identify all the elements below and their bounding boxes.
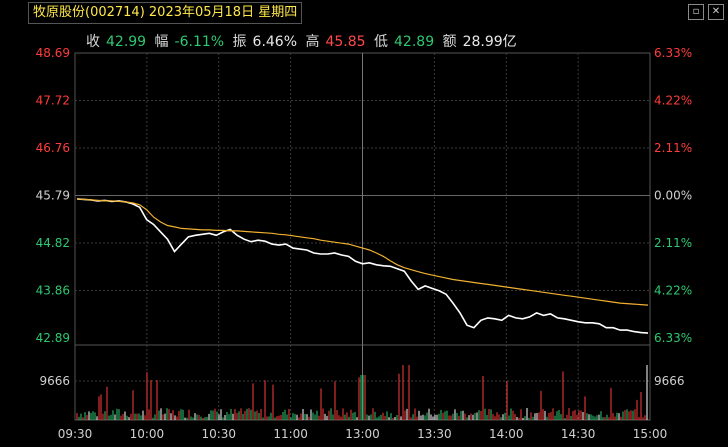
time-tick-label: 11:00 <box>273 427 308 441</box>
amplitude-label: 振 <box>232 34 247 50</box>
close-value: 42.99 <box>106 34 147 50</box>
price-tick-label: 47.72 <box>36 94 70 108</box>
restore-icon[interactable]: ▫ <box>688 4 704 20</box>
price-line <box>76 198 649 334</box>
time-tick-label: 14:30 <box>561 427 596 441</box>
low-value: 42.89 <box>394 34 435 50</box>
price-tick-label: 42.89 <box>36 331 70 345</box>
volume-tick-label: 9666 <box>39 374 70 388</box>
pct-tick-label: 6.33% <box>654 46 692 60</box>
price-tick-label: 44.82 <box>36 236 70 250</box>
quote-bar: 收 42.99 幅 -6.11% 振 6.46% 高 45.85 低 42.89 额 28.… <box>86 31 521 51</box>
volume-tick-label: 9666 <box>654 374 685 388</box>
high-value: 45.85 <box>325 34 366 50</box>
amplitude-value: 6.46% <box>252 34 298 50</box>
chart-title: 牧原股份(002714) 2023年05月18日 星期四 <box>28 2 303 24</box>
price-tick-label: 43.86 <box>36 284 70 298</box>
amount-value: 28.99亿 <box>462 34 517 50</box>
high-label: 高 <box>305 34 320 50</box>
time-tick-label: 15:00 <box>633 427 668 441</box>
time-tick-label: 10:30 <box>201 427 236 441</box>
change-label: 幅 <box>154 34 169 50</box>
change-value: -6.11% <box>174 34 225 50</box>
pct-tick-label: 2.11% <box>654 236 692 250</box>
close-icon[interactable]: ✕ <box>708 4 724 20</box>
pct-tick-label: 4.22% <box>654 284 692 298</box>
time-tick-label: 13:30 <box>417 427 452 441</box>
pct-tick-label: 4.22% <box>654 94 692 108</box>
price-tick-label: 48.69 <box>36 46 70 60</box>
pct-tick-label: 6.33% <box>654 331 692 345</box>
time-tick-label: 09:30 <box>58 427 93 441</box>
time-tick-label: 13:00 <box>345 427 380 441</box>
pct-tick-label: 2.11% <box>654 141 692 155</box>
average-price-line <box>76 198 649 306</box>
price-tick-label: 45.79 <box>36 189 70 203</box>
price-tick-label: 46.76 <box>36 141 70 155</box>
time-tick-label: 14:00 <box>489 427 524 441</box>
close-label: 收 <box>86 34 100 50</box>
pct-tick-label: 0.00% <box>654 189 692 203</box>
low-label: 低 <box>374 34 389 50</box>
time-tick-label: 10:00 <box>130 427 165 441</box>
amount-label: 额 <box>442 34 457 50</box>
